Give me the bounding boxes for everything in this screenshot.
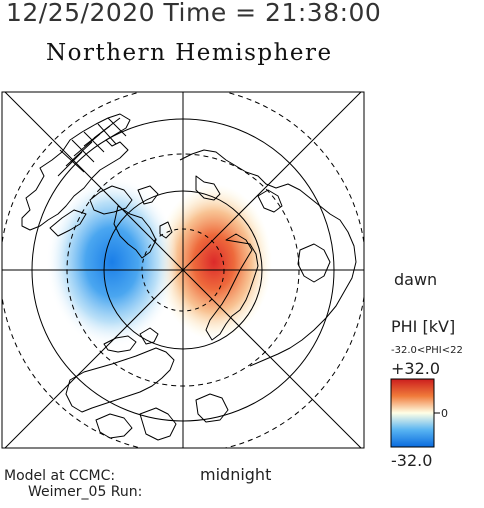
svalbard-outline	[139, 327, 159, 345]
hudson-region-outline	[49, 209, 87, 237]
model-credit-line2: Weimer_05 Run:	[28, 484, 143, 500]
eurasia-north-coast-outline	[179, 149, 357, 367]
greenland-outline	[113, 205, 157, 259]
small-island-outline	[159, 221, 173, 239]
upper-left-grid-hatching	[57, 117, 127, 177]
colorbar-title: PHI [kV]	[391, 317, 456, 336]
siberian-islands-outline	[195, 175, 221, 201]
model-credit: Model at CCMC: Weimer_05 Run:	[4, 468, 142, 500]
datetime-header: 12/25/2020 Time = 21:38:00	[6, 0, 382, 27]
midnight-label: midnight	[200, 465, 272, 484]
colorbar-mid-label: 0	[441, 407, 448, 420]
europe-outline	[65, 347, 175, 413]
colorbar-range-text: -32.0<PHI<22	[391, 345, 463, 356]
iceland-outline	[103, 335, 137, 353]
kamchatka-outline	[205, 233, 259, 341]
continent-outlines	[21, 113, 357, 441]
novaya-zemlya-outline	[257, 189, 283, 213]
arctic-islands-outline	[89, 185, 133, 215]
north-sea-outline	[195, 393, 229, 423]
colorbar-min-label: -32.0	[391, 451, 433, 470]
scandinavia-outline	[139, 407, 177, 441]
colorbar-max-label: +32.0	[391, 359, 441, 378]
central-asia-outline	[297, 243, 331, 283]
negative-potential-cell	[46, 176, 178, 348]
positive-potential-cell	[156, 184, 272, 340]
model-credit-line1: Model at CCMC:	[4, 468, 116, 484]
north-america-outline	[21, 113, 131, 231]
british-isles-outline	[95, 413, 133, 439]
hemisphere-title: Northern Hemisphere	[46, 40, 333, 66]
meridian-diagonal-2	[4, 92, 362, 448]
ellesmere-outline	[137, 185, 159, 205]
dawn-label: dawn	[394, 270, 438, 289]
colorbar-gradient	[391, 379, 434, 447]
